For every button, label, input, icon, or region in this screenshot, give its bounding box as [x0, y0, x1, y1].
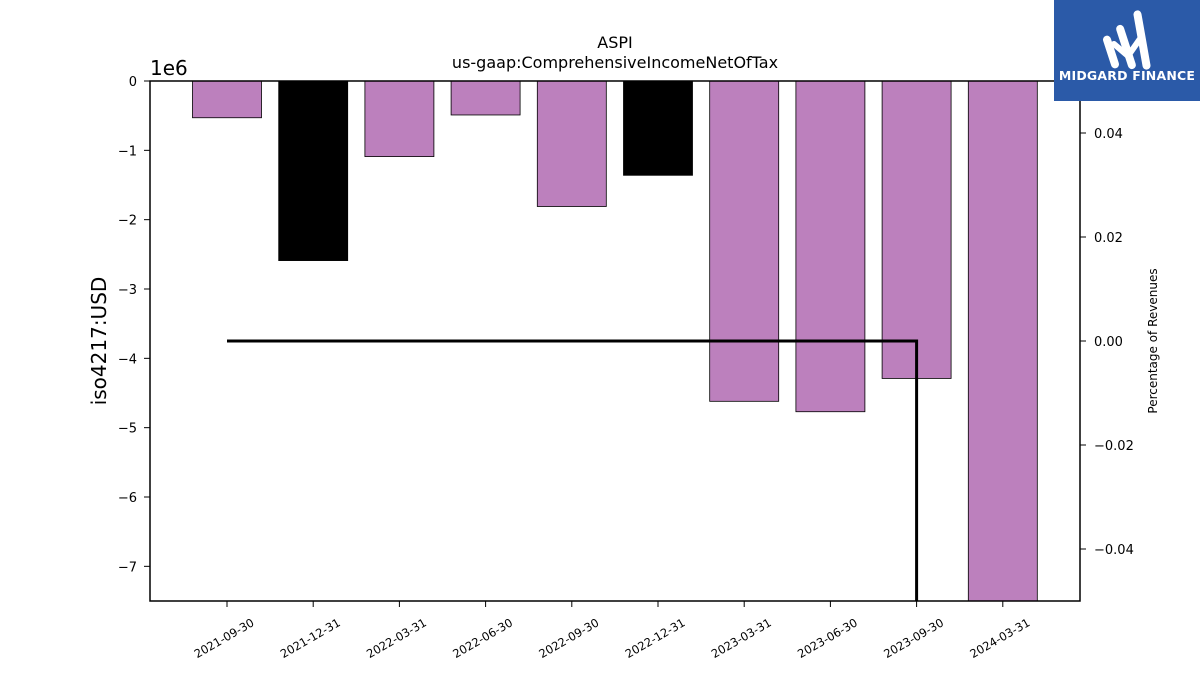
y-tick-label: 0: [129, 75, 137, 90]
chart-subtitle: us-gaap:ComprehensiveIncomeNetOfTax: [452, 53, 778, 72]
x-tick-label: 2021-09-30: [192, 615, 257, 661]
chart-title: ASPI: [597, 33, 632, 52]
x-tick-label: 2022-06-30: [450, 615, 515, 661]
bar-2023-06-30: [795, 80, 866, 413]
logo-text: MIDGARD FINANCE: [1058, 68, 1196, 83]
y-tick-label: −1: [118, 144, 137, 159]
x-tick-label: 2024-03-31: [967, 615, 1032, 661]
bar-2022-06-30: [450, 80, 521, 116]
y-tick-label: −7: [118, 560, 137, 575]
y-tick-label: −2: [118, 214, 137, 229]
y-axis-label: iso4217:USD: [87, 277, 111, 406]
x-tick-label: 2023-09-30: [881, 615, 946, 661]
y-tick-label: −6: [118, 491, 137, 506]
bar-2022-12-31: [623, 80, 693, 176]
bars-layer: [192, 80, 1038, 602]
x-tick-label: 2023-06-30: [795, 615, 860, 661]
bar-2021-12-31: [278, 80, 349, 261]
y2-tick-label: −0.02: [1094, 439, 1134, 454]
y-tick-label: −3: [118, 283, 137, 298]
y2-axis-label: Percentage of Revenues: [1146, 268, 1160, 413]
bar-2024-03-31: [967, 80, 1038, 602]
y2-tick-label: 0.02: [1094, 231, 1123, 246]
y2-tick-label: 0.00: [1094, 335, 1123, 350]
logo-badge: MIDGARD FINANCE: [1054, 0, 1200, 101]
y-offset-label: 1e6: [150, 56, 188, 80]
bar-2023-03-31: [709, 80, 780, 402]
y-tick-label: −5: [118, 422, 137, 437]
bar-2022-09-30: [536, 80, 607, 207]
bar-2023-09-30: [881, 80, 952, 379]
line-layer: [227, 339, 919, 601]
y-tick-label: −4: [118, 352, 137, 367]
x-tick-label: 2023-03-31: [709, 615, 774, 661]
y2-tick-label: −0.04: [1094, 543, 1134, 558]
logo-mark-icon: [1102, 10, 1151, 70]
revenue-percentage-line: [227, 339, 919, 601]
x-tick-label: 2022-09-30: [536, 615, 601, 661]
x-tick-label: 2022-03-31: [364, 615, 429, 661]
x-tick-label: 2022-12-31: [623, 615, 688, 661]
x-tick-label: 2021-12-31: [278, 615, 343, 661]
bar-2022-03-31: [364, 80, 435, 157]
y2-tick-label: 0.04: [1094, 127, 1123, 142]
bar-2021-09-30: [192, 80, 262, 119]
